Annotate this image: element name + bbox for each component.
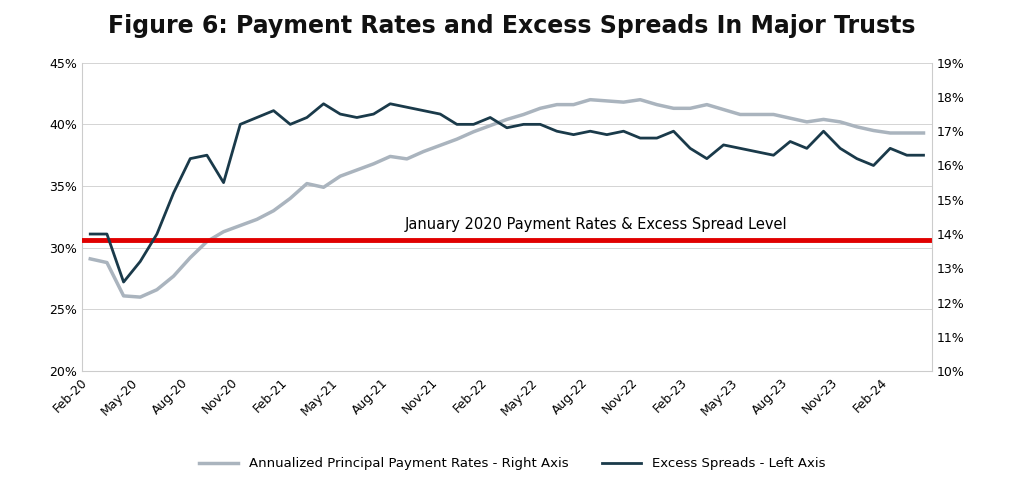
Text: Figure 6: Payment Rates and Excess Spreads In Major Trusts: Figure 6: Payment Rates and Excess Sprea… [109, 14, 915, 39]
Text: January 2020 Payment Rates & Excess Spread Level: January 2020 Payment Rates & Excess Spre… [404, 217, 787, 232]
Legend: Annualized Principal Payment Rates - Right Axis, Excess Spreads - Left Axis: Annualized Principal Payment Rates - Rig… [194, 452, 830, 475]
